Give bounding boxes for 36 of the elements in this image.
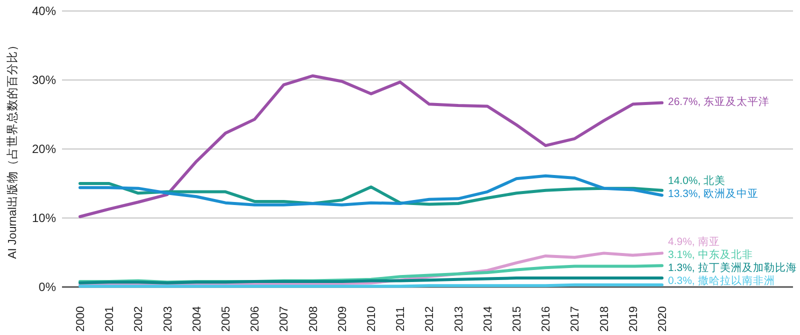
y-tick-label: 40% xyxy=(32,4,56,18)
x-tick-label: 2013 xyxy=(453,306,466,332)
x-tick-label: 2003 xyxy=(162,306,174,332)
x-tick-label: 2004 xyxy=(191,306,204,332)
x-tick-label: 2018 xyxy=(598,306,611,332)
x-tick-label: 2000 xyxy=(75,306,87,332)
x-tick-label: 2019 xyxy=(628,306,640,332)
y-tick-label: 10% xyxy=(32,211,56,225)
line-series xyxy=(78,174,664,206)
x-tick-label: 2005 xyxy=(220,306,232,332)
y-axis-title: AI Journal出版物（占世界总数的百分比） xyxy=(6,39,19,259)
series-label: 14.0%, 北美 xyxy=(668,174,726,188)
x-tick-label: 2011 xyxy=(395,306,408,332)
y-tick-label: 20% xyxy=(32,142,56,156)
x-tick-label: 2010 xyxy=(366,306,378,332)
x-tick-label: 2012 xyxy=(424,306,436,332)
x-tick-label: 2001 xyxy=(104,306,116,332)
x-tick-label: 2008 xyxy=(308,306,320,332)
series-label: 26.7%, 东亚及太平洋 xyxy=(668,94,770,108)
x-tick-label: 2009 xyxy=(336,306,349,332)
x-tick-label: 2016 xyxy=(540,306,553,332)
y-tick-label: 30% xyxy=(32,73,56,87)
line-series xyxy=(78,74,664,218)
series-label: 13.3%, 欧洲及中亚 xyxy=(668,187,759,200)
y-tick-label: 0% xyxy=(38,280,56,294)
series-label: 1.3%, 拉丁美洲及加勒比海 xyxy=(668,261,797,274)
series-label: 3.1%, 中东及北非 xyxy=(668,248,753,261)
series-label: 0.3%, 撒哈拉以南非洲 xyxy=(668,274,775,287)
x-tick-label: 2006 xyxy=(250,306,262,332)
x-tick-label: 2007 xyxy=(278,306,291,332)
x-tick-label: 2015 xyxy=(512,306,524,332)
x-tick-label: 2017 xyxy=(570,306,582,332)
x-tick-label: 2002 xyxy=(133,306,146,332)
series-label: 4.9%, 南亚 xyxy=(668,235,720,248)
x-tick-label: 2020 xyxy=(657,306,669,332)
x-tick-label: 2014 xyxy=(482,306,494,332)
